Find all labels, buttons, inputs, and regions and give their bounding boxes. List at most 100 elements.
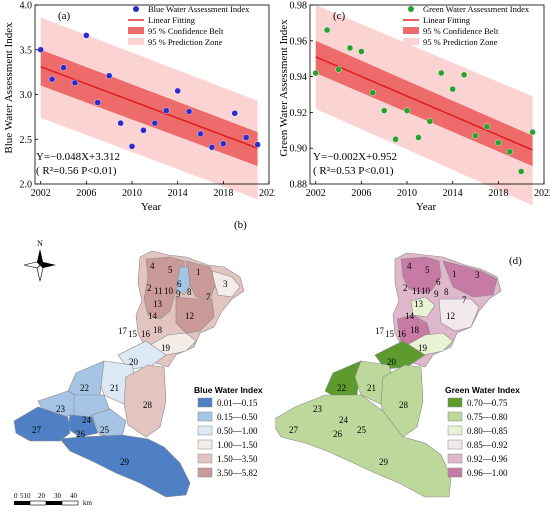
basin-label: 20 <box>129 357 139 367</box>
x-tick-label: 2002 <box>31 188 51 199</box>
green-legend: Green Water Index 0.70—0.75 0.75—0.80 0.80… <box>445 385 520 478</box>
legend-label: 1.00—1.50 <box>217 440 258 450</box>
basin-label: 25 <box>357 425 367 435</box>
legend-label: 0.70—0.75 <box>467 398 508 408</box>
x-tick-label: 2014 <box>168 188 188 199</box>
legend-swatch <box>447 425 463 436</box>
data-point <box>71 79 79 87</box>
legend-label: 0.15—0.50 <box>217 412 258 422</box>
legend-marker <box>408 6 414 12</box>
x-axis-label: Year <box>141 201 162 213</box>
basin-label: 19 <box>161 343 171 353</box>
basin-13 <box>410 296 436 318</box>
data-point <box>323 26 331 34</box>
plot-frame <box>309 4 545 185</box>
basin-label: 23 <box>56 404 66 414</box>
basin-dark-right <box>442 260 498 298</box>
legend-marker <box>128 27 144 34</box>
data-point <box>220 140 227 147</box>
regression-equation: Y=−0.002X+0.952 <box>313 151 397 163</box>
x-tick-label: 2010 <box>122 188 142 199</box>
regression-equation: Y=−0.048X+3.312 <box>36 151 120 163</box>
x-tick-label: 2014 <box>443 188 463 199</box>
legend-label: 95 % Confidence Belt <box>148 26 224 36</box>
data-point <box>128 143 136 150</box>
basin-dark-upper <box>400 256 442 294</box>
scale-tick: 20 <box>38 492 46 500</box>
basin-label: 16 <box>141 329 151 339</box>
legend-label: 0.50—1.00 <box>217 426 258 436</box>
north-label: N <box>37 239 43 248</box>
legend-swatch <box>447 411 463 422</box>
basin-label: 13 <box>153 299 163 309</box>
y-tick-label: 0.98 <box>290 1 308 12</box>
basin-25 <box>91 408 127 438</box>
data-point <box>472 132 479 139</box>
basin-label: 29 <box>120 457 130 467</box>
data-point <box>117 119 124 127</box>
legend-swatch <box>447 439 463 450</box>
panel-label: (b) <box>234 219 247 231</box>
panel-label: (d) <box>509 255 522 267</box>
x-tick-label: 2006 <box>76 188 96 199</box>
data-point <box>48 76 56 83</box>
legend-label: 95 % Prediction Zone <box>148 37 223 47</box>
legend-label: 95 % Prediction Zone <box>423 37 498 47</box>
basin-label: 22 <box>80 383 89 393</box>
basin-label: 14 <box>148 311 158 321</box>
basin-label: 28 <box>143 400 153 410</box>
basin-label: 8 <box>187 287 192 297</box>
data-point <box>163 107 170 114</box>
basin-label: 26 <box>76 429 86 439</box>
data-point <box>358 48 365 55</box>
legend-label: 1.50—3.50 <box>217 454 258 464</box>
basin-label: 18 <box>153 325 163 335</box>
y-axis-label: Blue Water Assessment Index <box>3 22 15 154</box>
basin-12 <box>175 296 215 334</box>
y-axis-label: Green Water Assessment Index <box>278 19 290 157</box>
basin-dark-upper <box>143 256 187 320</box>
data-point <box>506 148 513 155</box>
legend-marker <box>133 6 139 12</box>
data-point <box>415 134 422 141</box>
data-point <box>517 168 525 175</box>
basin-28 <box>123 364 167 438</box>
basin-label: 14 <box>405 311 415 321</box>
basin-label: 6 <box>177 279 182 289</box>
x-tick-label: 2002 <box>306 188 326 199</box>
data-point <box>380 107 388 114</box>
y-tick-label: 0.88 <box>290 180 308 191</box>
y-tick-label: 2.5 <box>20 135 33 146</box>
data-point <box>335 66 342 73</box>
basin-label: 3 <box>223 279 228 289</box>
basin-12 <box>438 298 480 332</box>
y-tick-label: 4.0 <box>20 1 33 12</box>
legend-swatch <box>447 397 463 408</box>
basin-label: 18 <box>410 325 420 335</box>
data-point <box>174 87 181 95</box>
basin-labels: 4 5 1 3 2 6 11 10 9 8 13 7 14 12 17 15 1… <box>289 261 480 467</box>
data-point <box>242 134 250 141</box>
north-arrow-icon: N <box>23 239 56 282</box>
legend-marker <box>403 27 419 34</box>
basin-label: 16 <box>397 329 407 339</box>
basin-label: 1 <box>452 269 457 279</box>
basin-label: 5 <box>168 265 173 275</box>
basin-label: 7 <box>206 292 211 302</box>
legend-label: 0.75—0.80 <box>467 412 508 422</box>
x-tick-label: 2018 <box>213 188 233 199</box>
data-point <box>426 118 434 125</box>
scale-unit: km <box>83 499 93 507</box>
basin-label: 9 <box>434 289 439 299</box>
basin-mid-blue <box>175 266 191 296</box>
basin-label: 7 <box>462 295 467 305</box>
x-tick-label: 2010 <box>397 188 417 199</box>
legend-swatch <box>197 467 213 478</box>
basin-label: 27 <box>289 425 299 435</box>
green-water-map: (d) 4 5 1 3 2 6 11 10 9 8 13 7 14 12 17 … <box>275 252 522 498</box>
data-point <box>346 44 354 52</box>
